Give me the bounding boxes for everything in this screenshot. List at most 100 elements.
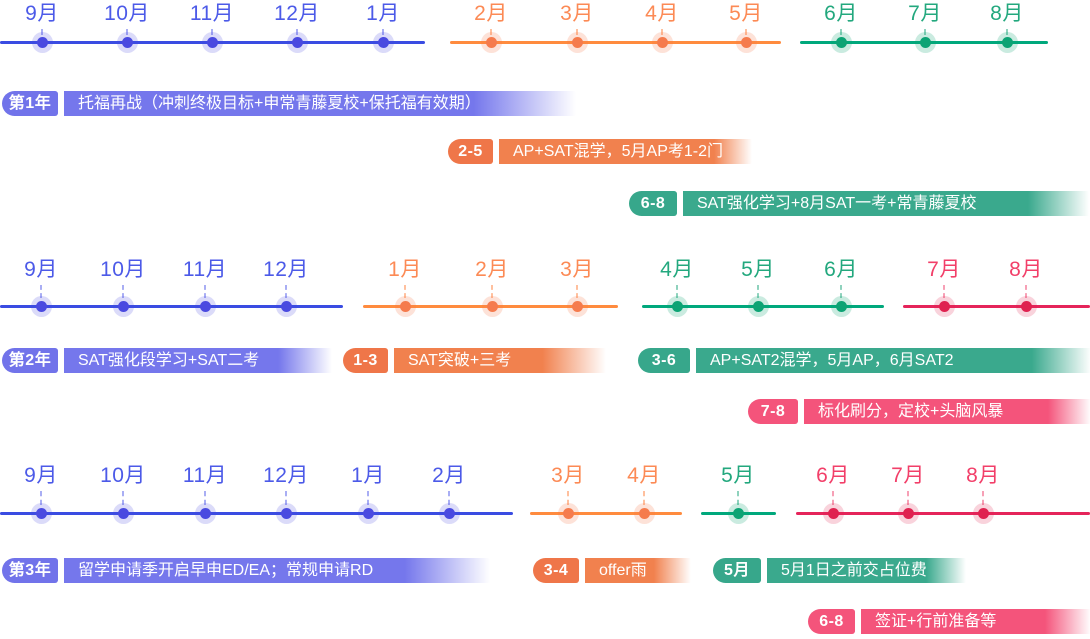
- month-label: 1月: [388, 258, 422, 281]
- month-connector: [382, 29, 384, 35]
- timeline-dot: [835, 36, 847, 48]
- month-label: 3月: [560, 2, 594, 25]
- month-connector: [204, 285, 206, 298]
- task-bar: 托福再战（冲刺终极目标+申常青藤夏校+保托福有效期）: [64, 91, 576, 116]
- month-label: 10月: [100, 258, 146, 281]
- month-connector: [1025, 285, 1027, 298]
- month-connector: [490, 29, 492, 35]
- timeline-dot: [740, 36, 752, 48]
- timeline-dot: [835, 300, 847, 312]
- month-label: 7月: [908, 2, 942, 25]
- month-connector: [122, 491, 124, 505]
- month-connector: [643, 491, 645, 505]
- task-bar: offer雨: [585, 558, 691, 583]
- month-connector: [737, 491, 739, 505]
- month-label: 8月: [990, 2, 1024, 25]
- month-label: 2月: [474, 2, 508, 25]
- task-bar: 留学申请季开启早申ED/EA；常规申请RD: [64, 558, 490, 583]
- month-label: 8月: [966, 464, 1000, 487]
- task-bar: SAT突破+三考: [394, 348, 606, 373]
- timeline-dot: [977, 507, 989, 519]
- month-label: 10月: [104, 2, 150, 25]
- timeline-segment-orange: [530, 511, 682, 515]
- task-bar: AP+SAT混学，5月AP考1-2门: [499, 139, 752, 164]
- task-range-badge: 3-6: [638, 348, 690, 373]
- month-label: 11月: [182, 464, 228, 487]
- month-connector: [576, 285, 578, 298]
- timeline-dot: [638, 507, 650, 519]
- timeline-dot: [485, 36, 497, 48]
- timeline-dot: [919, 36, 931, 48]
- month-connector: [126, 29, 128, 35]
- task-bar: 标化刷分，定校+头脑风暴: [804, 399, 1090, 424]
- month-connector: [448, 491, 450, 505]
- month-connector: [285, 491, 287, 505]
- timeline-dot: [35, 300, 47, 312]
- task-range-badge: 2-5: [448, 139, 493, 164]
- month-connector: [757, 285, 759, 298]
- month-label: 9月: [24, 258, 58, 281]
- month-label: 4月: [645, 2, 679, 25]
- timeline-dot: [486, 300, 498, 312]
- timeline-dot: [377, 36, 389, 48]
- timeline-dot: [117, 300, 129, 312]
- timeline-dot: [362, 507, 374, 519]
- timeline-dot: [291, 36, 303, 48]
- month-label: 5月: [729, 2, 763, 25]
- month-label: 7月: [927, 258, 961, 281]
- month-connector: [676, 285, 678, 298]
- timeline-dot: [732, 507, 744, 519]
- task-range-badge: 3-4: [533, 558, 579, 583]
- year-badge: 第2年: [2, 348, 58, 373]
- timeline-segment-red: [903, 304, 1090, 308]
- month-connector: [661, 29, 663, 35]
- month-label: 6月: [824, 2, 858, 25]
- timeline-dot: [280, 507, 292, 519]
- timeline-dot: [199, 507, 211, 519]
- timeline-dot: [562, 507, 574, 519]
- month-connector: [211, 29, 213, 35]
- month-label: 2月: [475, 258, 509, 281]
- timeline-segment-blue: [0, 511, 513, 515]
- month-connector: [367, 491, 369, 505]
- month-connector: [840, 285, 842, 298]
- month-label: 12月: [263, 258, 309, 281]
- month-connector: [40, 285, 42, 298]
- task-bar: AP+SAT2混学，5月AP，6月SAT2: [696, 348, 1090, 373]
- month-connector: [404, 285, 406, 298]
- timeline-dot: [571, 36, 583, 48]
- year-badge: 第1年: [2, 91, 58, 116]
- month-label: 4月: [660, 258, 694, 281]
- month-connector: [122, 285, 124, 298]
- month-label: 2月: [432, 464, 466, 487]
- timeline-dot: [206, 36, 218, 48]
- month-connector: [285, 285, 287, 298]
- task-bar: 签证+行前准备等: [861, 609, 1090, 634]
- timeline-dot: [902, 507, 914, 519]
- month-label: 9月: [25, 2, 59, 25]
- task-range-badge: 7-8: [748, 399, 798, 424]
- month-connector: [491, 285, 493, 298]
- timeline-dot: [117, 507, 129, 519]
- timeline-dot: [671, 300, 683, 312]
- month-label: 12月: [263, 464, 309, 487]
- timeline-dot: [1020, 300, 1032, 312]
- timeline-segment-red: [796, 511, 1090, 515]
- month-connector: [907, 491, 909, 505]
- timeline-dot: [571, 300, 583, 312]
- timeline-dot: [656, 36, 668, 48]
- month-connector: [982, 491, 984, 505]
- timeline-segment-orange: [450, 40, 781, 44]
- month-label: 11月: [182, 258, 228, 281]
- task-range-badge: 1-3: [343, 348, 388, 373]
- task-bar: SAT强化学习+8月SAT一考+常青藤夏校: [683, 191, 1089, 216]
- month-connector: [296, 29, 298, 35]
- month-label: 9月: [24, 464, 58, 487]
- timeline-dot: [280, 300, 292, 312]
- month-label: 1月: [351, 464, 385, 487]
- month-connector: [745, 29, 747, 35]
- year-badge: 第3年: [2, 558, 58, 583]
